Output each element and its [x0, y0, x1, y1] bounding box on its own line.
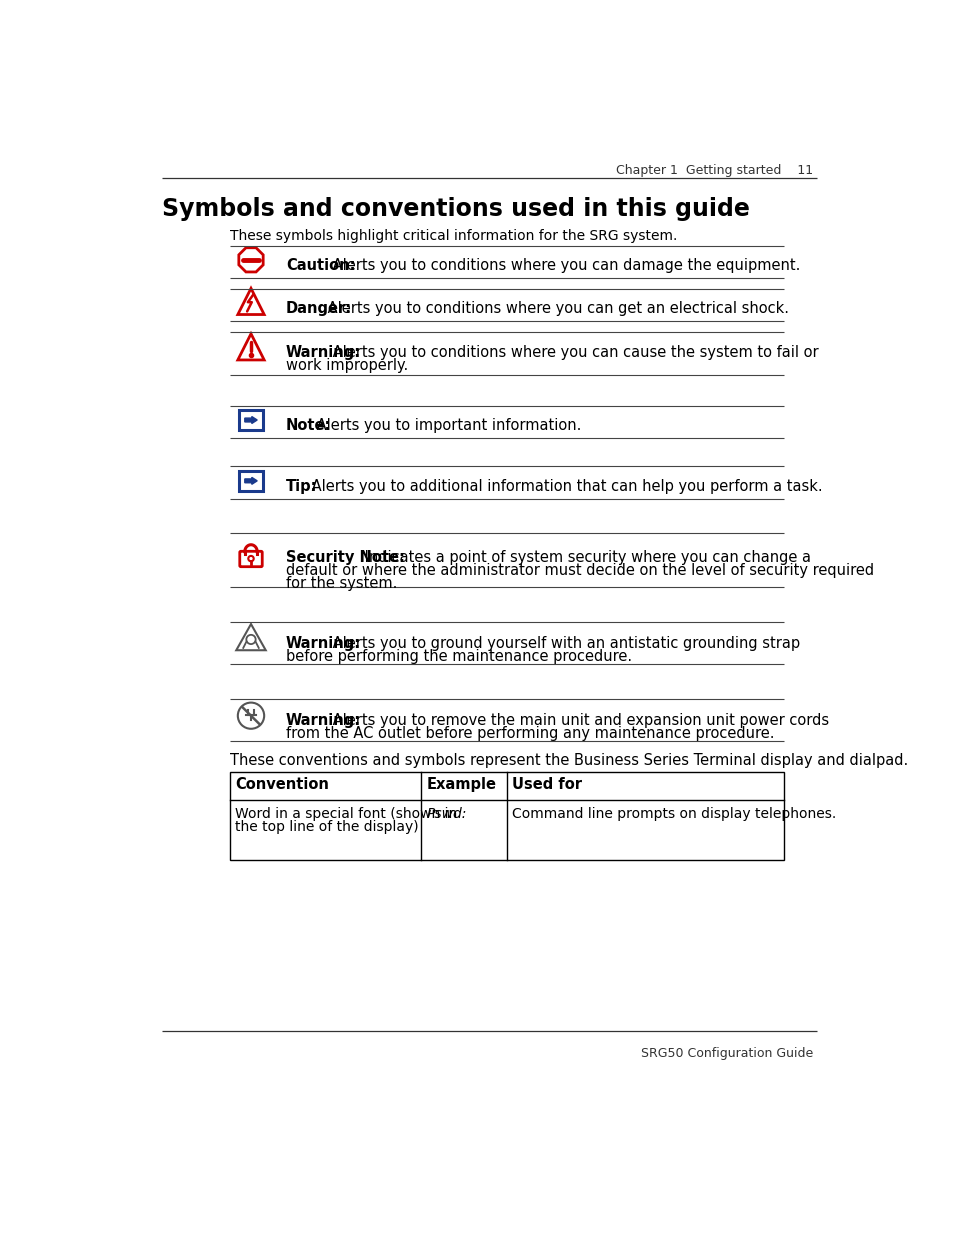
FancyArrow shape	[245, 478, 257, 484]
Text: Alerts you to conditions where you can get an electrical shock.: Alerts you to conditions where you can g…	[322, 300, 788, 316]
Text: Caution:: Caution:	[286, 258, 355, 273]
Text: SRG50 Configuration Guide: SRG50 Configuration Guide	[640, 1047, 812, 1060]
Text: Symbols and conventions used in this guide: Symbols and conventions used in this gui…	[162, 196, 749, 221]
Text: Alerts you to conditions where you can damage the equipment.: Alerts you to conditions where you can d…	[328, 258, 800, 273]
Text: Command line prompts on display telephones.: Command line prompts on display telephon…	[512, 806, 836, 820]
FancyArrow shape	[245, 416, 257, 424]
Text: before performing the maintenance procedure.: before performing the maintenance proced…	[286, 650, 631, 664]
Text: Danger:: Danger:	[286, 300, 352, 316]
Text: Warning:: Warning:	[286, 346, 360, 361]
Text: Word in a special font (shown in: Word in a special font (shown in	[235, 806, 457, 820]
Text: Warning:: Warning:	[286, 714, 360, 729]
Text: Alerts you to conditions where you can cause the system to fail or: Alerts you to conditions where you can c…	[328, 346, 818, 361]
Text: These symbols highlight critical information for the SRG system.: These symbols highlight critical informa…	[230, 228, 677, 243]
Text: Pswd:: Pswd:	[427, 806, 467, 820]
Text: default or where the administrator must decide on the level of security required: default or where the administrator must …	[286, 563, 873, 578]
Text: Warning:: Warning:	[286, 636, 360, 651]
Text: Alerts you to ground yourself with an antistatic grounding strap: Alerts you to ground yourself with an an…	[328, 636, 800, 651]
Text: Chapter 1  Getting started    11: Chapter 1 Getting started 11	[615, 164, 812, 178]
Text: from the AC outlet before performing any maintenance procedure.: from the AC outlet before performing any…	[286, 726, 774, 741]
Text: Security Note:: Security Note:	[286, 550, 404, 566]
Text: Convention: Convention	[235, 777, 329, 793]
Text: Used for: Used for	[512, 777, 581, 793]
Text: Example: Example	[427, 777, 497, 793]
Text: Tip:: Tip:	[286, 479, 317, 494]
Text: Note:: Note:	[286, 419, 331, 433]
Text: for the system.: for the system.	[286, 577, 396, 592]
Text: Alerts you to additional information that can help you perform a task.: Alerts you to additional information tha…	[307, 479, 821, 494]
Text: Indicates a point of system security where you can change a: Indicates a point of system security whe…	[359, 550, 810, 566]
Text: work improperly.: work improperly.	[286, 358, 408, 373]
Text: Alerts you to important information.: Alerts you to important information.	[312, 419, 581, 433]
Text: Alerts you to remove the main unit and expansion unit power cords: Alerts you to remove the main unit and e…	[328, 714, 828, 729]
Text: the top line of the display): the top line of the display)	[235, 820, 418, 834]
Text: These conventions and symbols represent the Business Series Terminal display and: These conventions and symbols represent …	[230, 752, 907, 768]
